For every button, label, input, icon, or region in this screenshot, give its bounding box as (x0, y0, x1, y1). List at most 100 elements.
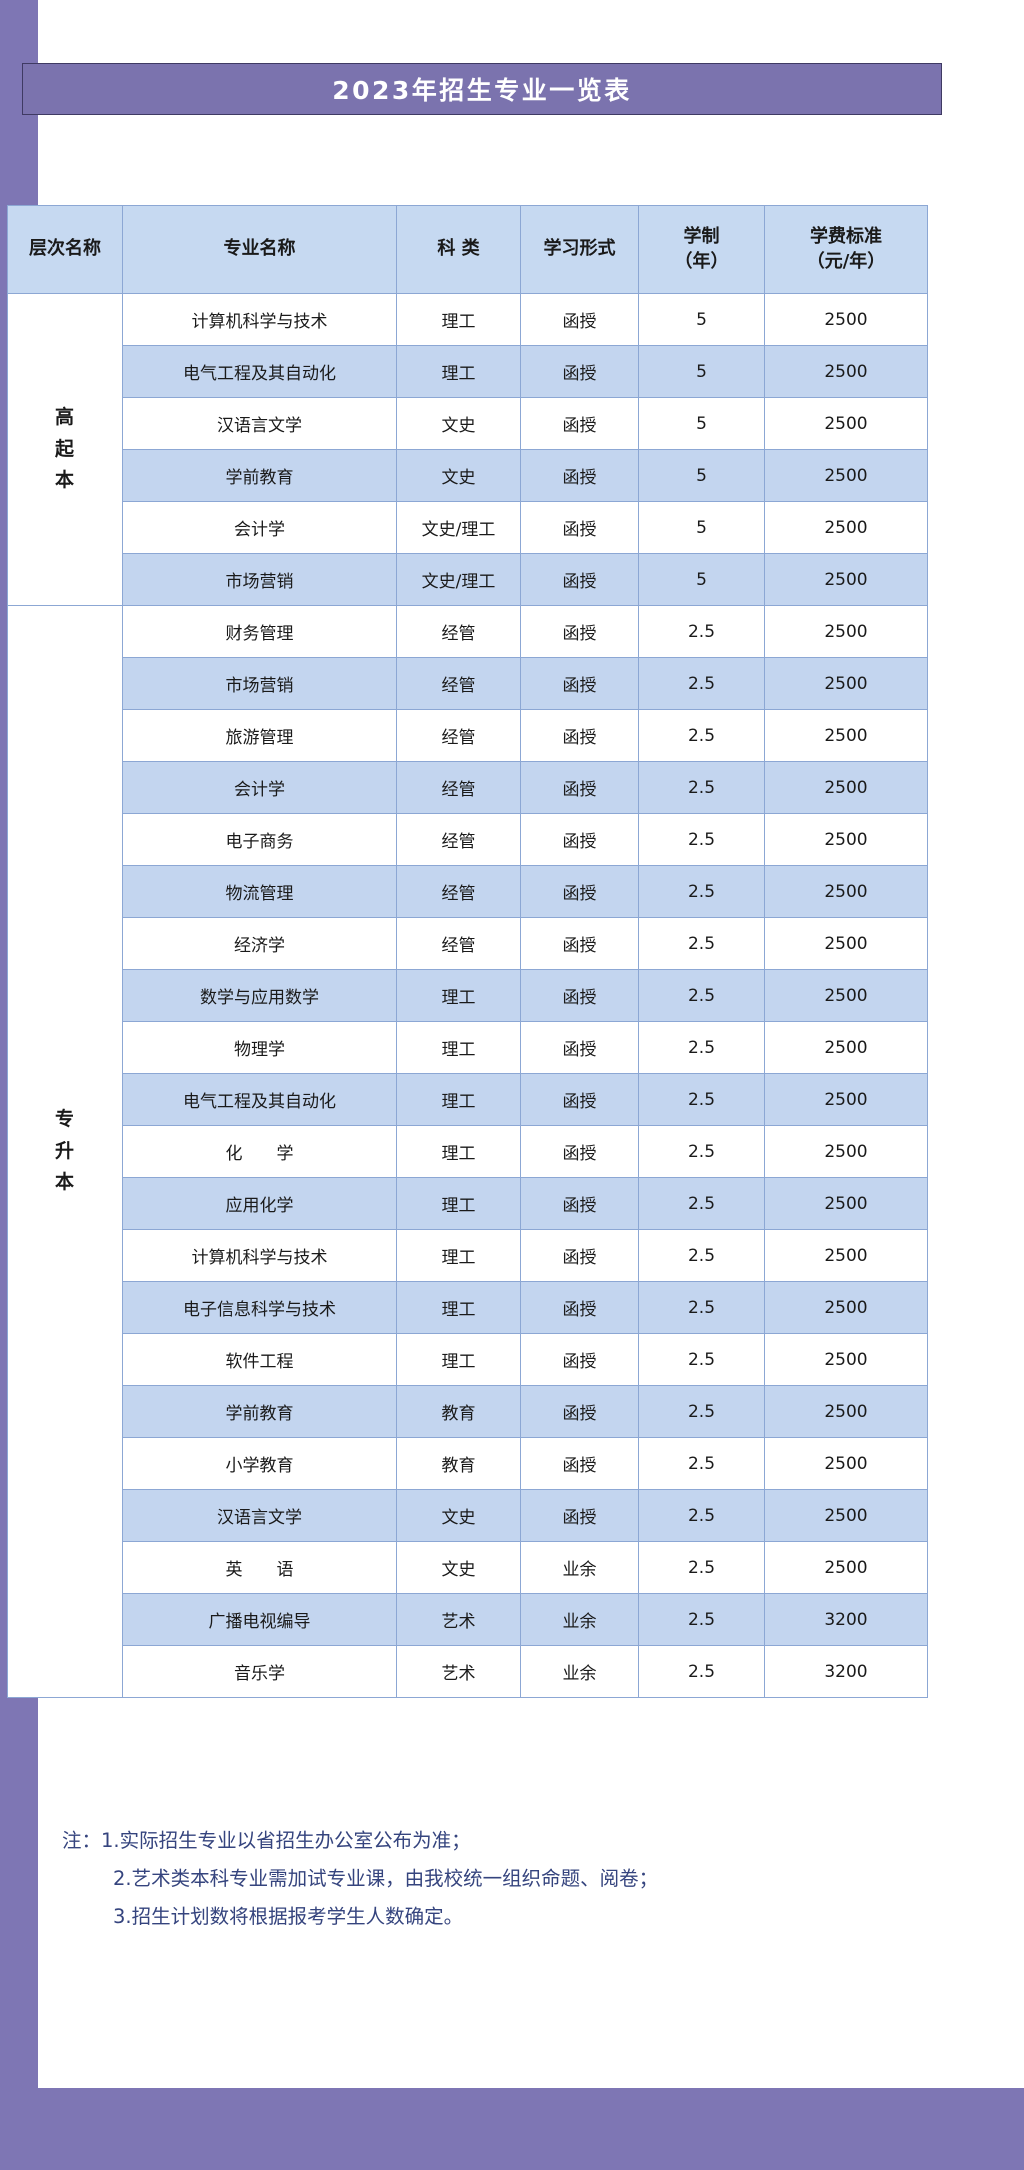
study-mode-cell: 函授 (520, 813, 639, 866)
table-row: 会计学 经管 函授 2.5 2500 (8, 761, 928, 814)
major-cell: 电气工程及其自动化 (122, 1073, 397, 1126)
major-cell: 物理学 (122, 1021, 397, 1074)
tuition-cell: 2500 (764, 553, 928, 606)
study-mode-cell: 函授 (520, 1281, 639, 1334)
major-cell: 汉语言文学 (122, 1489, 397, 1542)
duration-cell: 2.5 (638, 969, 765, 1022)
col-header-duration-line2: （年） (674, 250, 729, 272)
footnote-item-1: 1.实际招生专业以省招生办公室公布为准； (101, 1829, 471, 1852)
tuition-cell: 2500 (764, 397, 928, 450)
table-row: 小学教育 教育 函授 2.5 2500 (8, 1437, 928, 1490)
category-cell: 教育 (396, 1437, 521, 1490)
major-cell: 计算机科学与技术 (122, 293, 397, 346)
major-cell: 电气工程及其自动化 (122, 345, 397, 398)
duration-cell: 2.5 (638, 1385, 765, 1438)
category-cell: 经管 (396, 709, 521, 762)
col-header-level: 层次名称 (7, 205, 123, 294)
duration-cell: 2.5 (638, 1645, 765, 1698)
major-cell: 旅游管理 (122, 709, 397, 762)
major-cell: 计算机科学与技术 (122, 1229, 397, 1282)
category-cell: 经管 (396, 657, 521, 710)
major-cell: 电子信息科学与技术 (122, 1281, 397, 1334)
tuition-cell: 2500 (764, 1229, 928, 1282)
study-mode-cell: 函授 (520, 449, 639, 502)
table-row: 电气工程及其自动化 理工 函授 2.5 2500 (8, 1073, 928, 1126)
study-mode-cell: 函授 (520, 397, 639, 450)
table-row: 经济学 经管 函授 2.5 2500 (8, 917, 928, 970)
tuition-cell: 2500 (764, 1489, 928, 1542)
major-cell: 英 语 (122, 1541, 397, 1594)
duration-cell: 2.5 (638, 1177, 765, 1230)
col-header-duration-line1: 学制 (683, 226, 720, 248)
major-cell: 广播电视编导 (122, 1593, 397, 1646)
study-mode-cell: 函授 (520, 1073, 639, 1126)
level-group-label-stack: 专升本 (55, 1104, 75, 1198)
footnote-label: 注： (62, 1829, 102, 1852)
major-cell: 电子商务 (122, 813, 397, 866)
duration-cell: 2.5 (638, 1229, 765, 1282)
study-mode-cell: 函授 (520, 1437, 639, 1490)
tuition-cell: 2500 (764, 865, 928, 918)
footnote-line-2: 2.艺术类本科专业需加试专业课，由我校统一组织命题、阅卷； (62, 1860, 962, 1898)
major-cell: 会计学 (122, 501, 397, 554)
tuition-cell: 2500 (764, 1333, 928, 1386)
duration-cell: 2.5 (638, 1593, 765, 1646)
duration-cell: 2.5 (638, 1541, 765, 1594)
duration-cell: 2.5 (638, 917, 765, 970)
major-cell: 市场营销 (122, 553, 397, 606)
tuition-cell: 2500 (764, 761, 928, 814)
duration-cell: 2.5 (638, 1073, 765, 1126)
study-mode-cell: 函授 (520, 657, 639, 710)
study-mode-cell: 函授 (520, 1229, 639, 1282)
duration-cell: 5 (638, 501, 765, 554)
category-cell: 文史/理工 (396, 501, 521, 554)
duration-cell: 2.5 (638, 1333, 765, 1386)
tuition-cell: 2500 (764, 293, 928, 346)
category-cell: 文史 (396, 1541, 521, 1594)
table-body: 高起本计算机科学与技术 理工 函授 5 2500 电气工程及其自动化 理工 函授 5 2500 汉语… (7, 293, 928, 1698)
footnotes: 注：1.实际招生专业以省招生办公室公布为准； 2.艺术类本科专业需加试专业课，由… (62, 1822, 962, 1936)
table-row: 电子商务 经管 函授 2.5 2500 (8, 813, 928, 866)
table-row: 物流管理 经管 函授 2.5 2500 (8, 865, 928, 918)
category-cell: 经管 (396, 761, 521, 814)
study-mode-cell: 函授 (520, 865, 639, 918)
table-row: 学前教育 文史 函授 5 2500 (8, 449, 928, 502)
major-cell: 物流管理 (122, 865, 397, 918)
table-row: 市场营销 文史/理工 函授 5 2500 (8, 553, 928, 606)
tuition-cell: 2500 (764, 1021, 928, 1074)
duration-cell: 2.5 (638, 813, 765, 866)
tuition-cell: 2500 (764, 1437, 928, 1490)
duration-cell: 5 (638, 397, 765, 450)
duration-cell: 2.5 (638, 1489, 765, 1542)
col-header-tuition: 学费标准 （元/年） (764, 205, 928, 294)
study-mode-cell: 函授 (520, 917, 639, 970)
study-mode-cell: 函授 (520, 1125, 639, 1178)
category-cell: 文史 (396, 449, 521, 502)
table-row: 市场营销 经管 函授 2.5 2500 (8, 657, 928, 710)
table-row: 英 语文史 业余 2.5 2500 (8, 1541, 928, 1594)
footnote-item-3: 3.招生计划数将根据报考学生人数确定。 (113, 1905, 464, 1929)
major-cell: 学前教育 (122, 449, 397, 502)
tuition-cell: 3200 (764, 1645, 928, 1698)
category-cell: 理工 (396, 969, 521, 1022)
table-row: 软件工程 理工 函授 2.5 2500 (8, 1333, 928, 1386)
level-char: 升 (54, 1139, 75, 1162)
study-mode-cell: 业余 (520, 1645, 639, 1698)
table-row: 应用化学 理工 函授 2.5 2500 (8, 1177, 928, 1230)
study-mode-cell: 函授 (520, 1489, 639, 1542)
footnote-line-3: 3.招生计划数将根据报考学生人数确定。 (62, 1898, 962, 1936)
category-cell: 经管 (396, 605, 521, 658)
tuition-cell: 3200 (764, 1593, 928, 1646)
footnote-line-1: 注：1.实际招生专业以省招生办公室公布为准； (62, 1822, 962, 1860)
major-cell: 小学教育 (122, 1437, 397, 1490)
tuition-cell: 2500 (764, 657, 928, 710)
duration-cell: 2.5 (638, 1125, 765, 1178)
major-cell: 数学与应用数学 (122, 969, 397, 1022)
tuition-cell: 2500 (764, 501, 928, 554)
category-cell: 理工 (396, 1177, 521, 1230)
duration-cell: 2.5 (638, 1437, 765, 1490)
study-mode-cell: 函授 (520, 1177, 639, 1230)
study-mode-cell: 函授 (520, 605, 639, 658)
major-cell: 市场营销 (122, 657, 397, 710)
